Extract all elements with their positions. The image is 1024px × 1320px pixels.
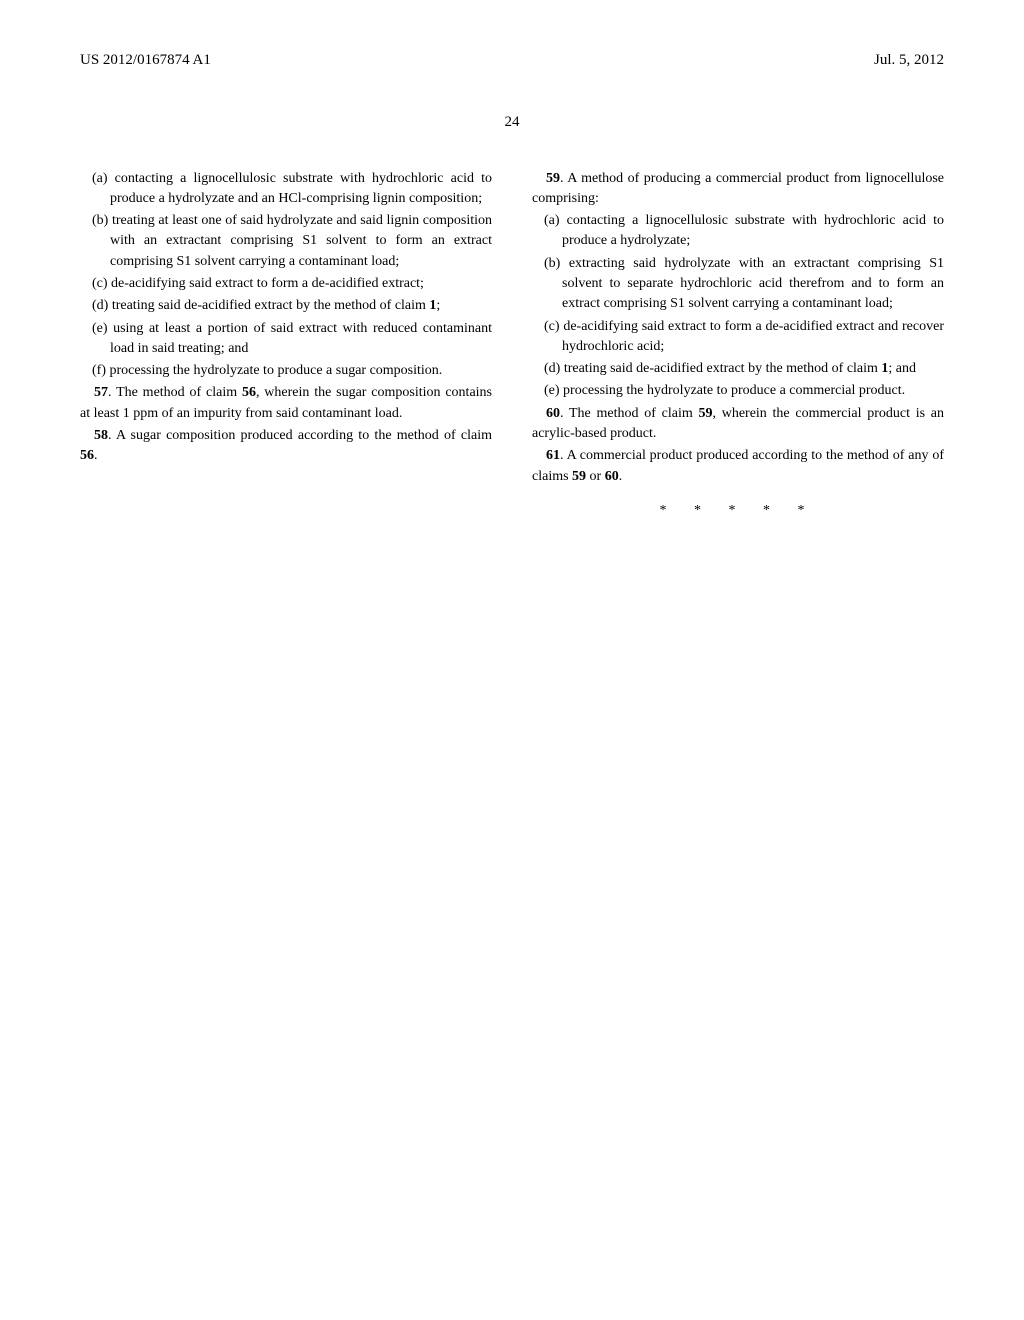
claim-number: 61: [546, 448, 560, 463]
claim-item: (b) extracting said hydrolyzate with an …: [532, 254, 944, 315]
claim-ref: 56: [80, 448, 94, 463]
claim-item: (e) processing the hydrolyzate to produc…: [532, 381, 944, 401]
end-marker: * * * * *: [532, 501, 944, 521]
text: . The method of claim: [108, 385, 242, 400]
text: . The method of claim: [560, 406, 698, 421]
claim-item: (a) contacting a lignocellulosic substra…: [532, 211, 944, 252]
claim-item: (d) treating said de-acidified extract b…: [80, 296, 492, 316]
page-header: US 2012/0167874 A1 Jul. 5, 2012: [80, 50, 944, 72]
claim-58: 58. A sugar composition produced accordi…: [80, 426, 492, 467]
claim-number: 60: [546, 406, 560, 421]
text: .: [619, 469, 623, 484]
claim-item: (f) processing the hydrolyzate to produc…: [80, 361, 492, 381]
publication-number: US 2012/0167874 A1: [80, 50, 211, 72]
claim-ref: 59: [698, 406, 712, 421]
claim-number: 59: [546, 171, 560, 186]
claim-59: 59. A method of producing a commercial p…: [532, 169, 944, 210]
claim-number: 58: [94, 428, 108, 443]
page-number: 24: [80, 112, 944, 134]
content-columns: (a) contacting a lignocellulosic substra…: [80, 169, 944, 522]
claim-number: 57: [94, 385, 108, 400]
claim-ref: 59: [572, 469, 586, 484]
text: (d) treating said de-acidified extract b…: [92, 298, 429, 313]
text: .: [94, 448, 98, 463]
claim-item: (c) de-acidifying said extract to form a…: [80, 274, 492, 294]
claim-60: 60. The method of claim 59, wherein the …: [532, 404, 944, 445]
text: or: [586, 469, 605, 484]
claim-item: (a) contacting a lignocellulosic substra…: [80, 169, 492, 210]
claim-item: (b) treating at least one of said hydrol…: [80, 211, 492, 272]
publication-date: Jul. 5, 2012: [874, 50, 944, 72]
claim-item: (d) treating said de-acidified extract b…: [532, 359, 944, 379]
claim-ref: 60: [605, 469, 619, 484]
text: (d) treating said de-acidified extract b…: [544, 361, 881, 376]
claim-item: (e) using at least a portion of said ext…: [80, 319, 492, 360]
claim-57: 57. The method of claim 56, wherein the …: [80, 383, 492, 424]
text: ;: [436, 298, 440, 313]
claim-item: (c) de-acidifying said extract to form a…: [532, 317, 944, 358]
text: . A sugar composition produced according…: [108, 428, 492, 443]
right-column: 59. A method of producing a commercial p…: [532, 169, 944, 522]
left-column: (a) contacting a lignocellulosic substra…: [80, 169, 492, 522]
claim-ref: 56: [242, 385, 256, 400]
claim-61: 61. A commercial product produced accord…: [532, 446, 944, 487]
text: . A method of producing a commercial pro…: [532, 171, 944, 206]
text: ; and: [888, 361, 916, 376]
